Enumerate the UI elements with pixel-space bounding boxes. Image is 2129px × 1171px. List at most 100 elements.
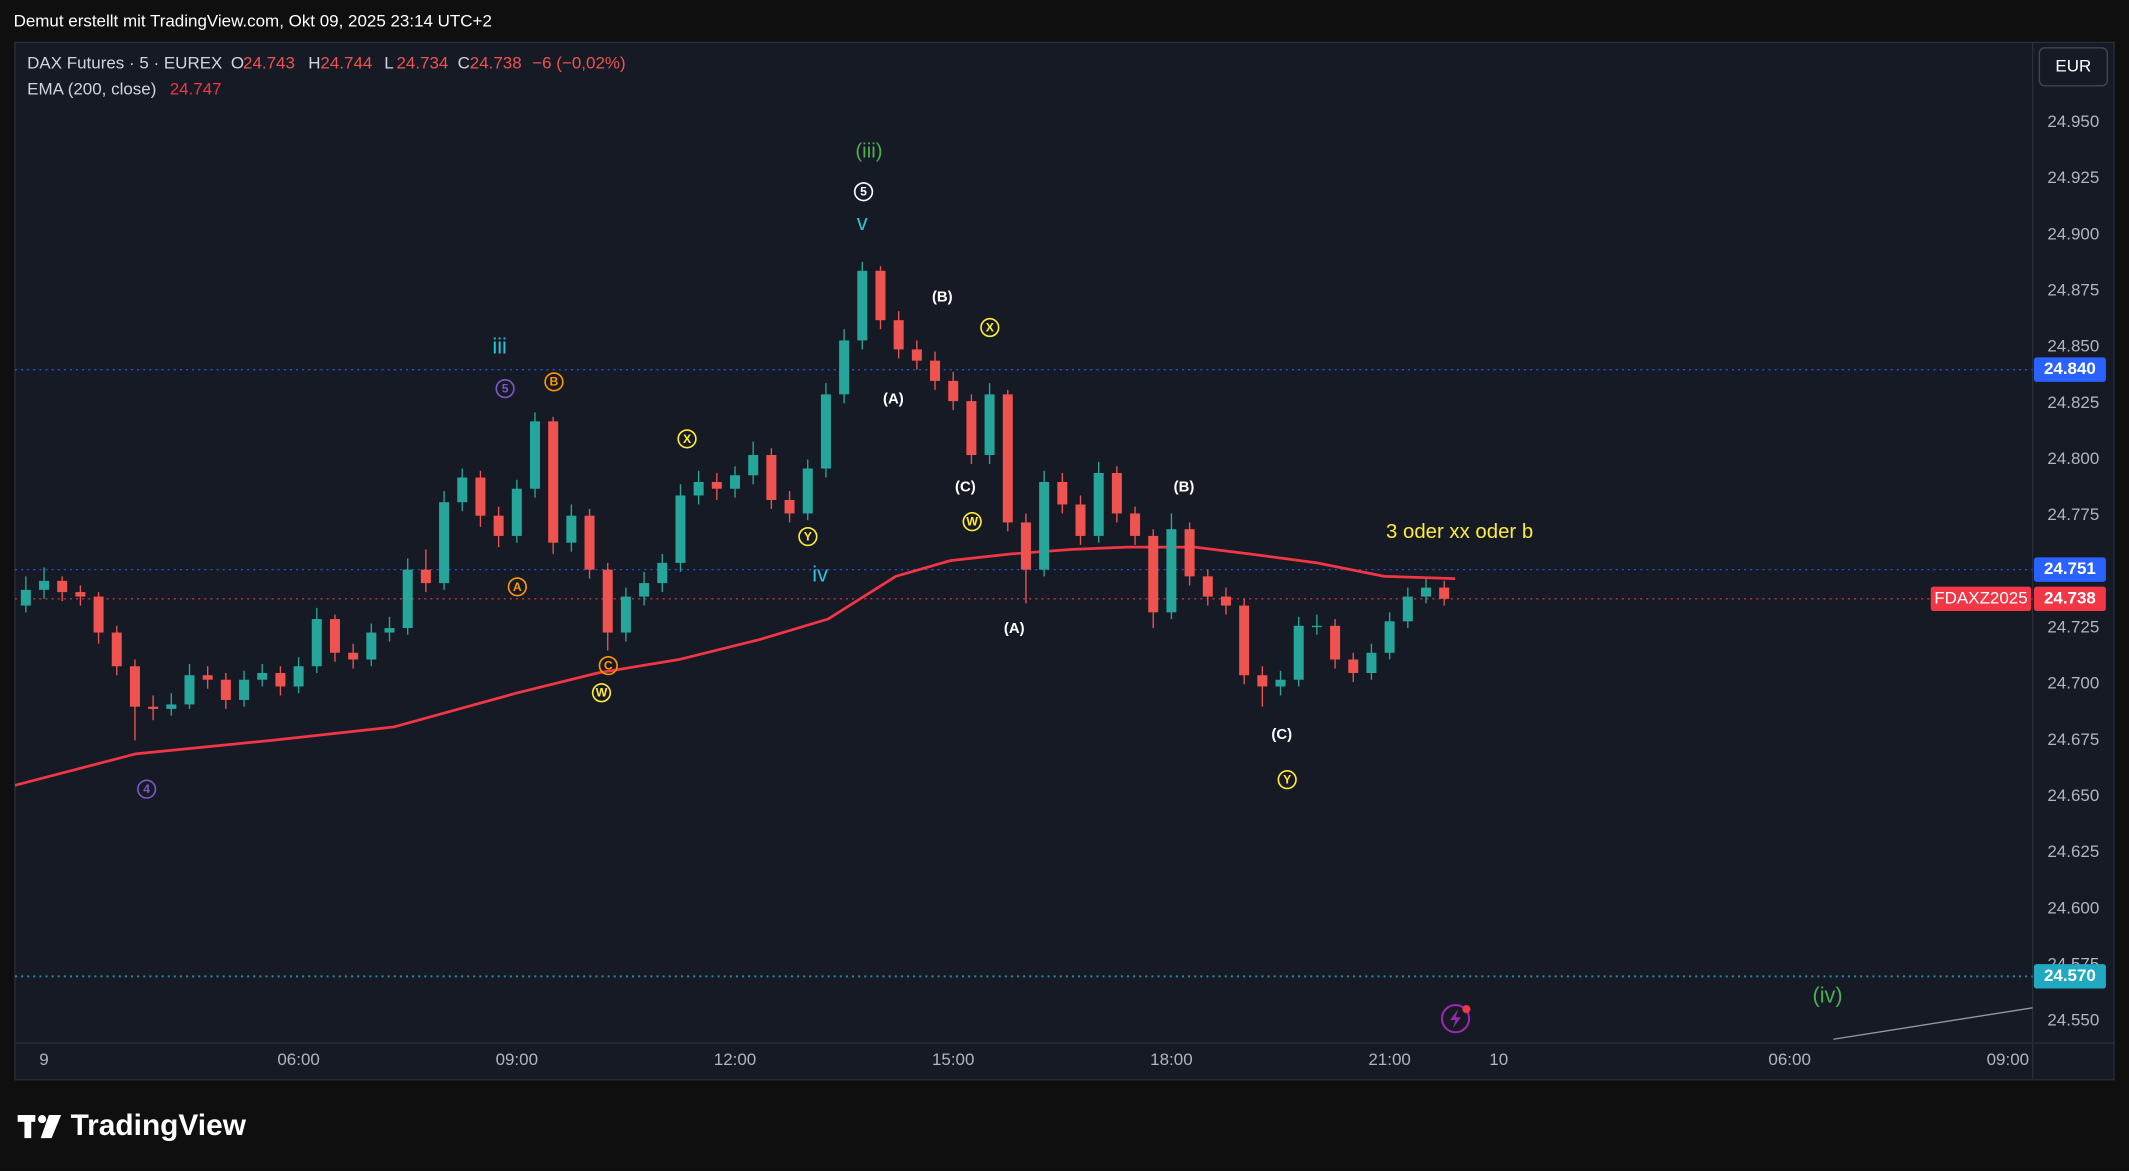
candle-body (1366, 652, 1377, 673)
candle-body (802, 468, 813, 514)
wave-circle (962, 512, 982, 532)
wave-label: X (986, 320, 995, 334)
candle-body (1275, 679, 1286, 687)
candle-body (402, 569, 413, 629)
candle-body (1184, 529, 1195, 577)
brand: TradingView (71, 1109, 247, 1142)
candle-body (748, 455, 759, 476)
wave-circle (1277, 770, 1297, 790)
candle-body (911, 349, 922, 361)
symbol-tag-label: FDAXZ2025 (1934, 588, 2027, 607)
wave-label: (A) (883, 390, 904, 407)
wave-circle (137, 779, 157, 799)
candle-body (948, 380, 959, 402)
wave-label: Y (1283, 773, 1291, 787)
y-tick-label: 24.875 (2047, 280, 2099, 299)
candle-body (1239, 605, 1250, 676)
y-tick-label: 24.650 (2047, 786, 2099, 805)
candle-body (784, 499, 795, 514)
wave-label: (C) (1271, 726, 1292, 743)
candle-body (275, 672, 286, 687)
candle-body (1130, 513, 1141, 536)
candle-body (893, 320, 904, 350)
y-tick-label: 24.850 (2047, 337, 2099, 356)
candle-body (329, 619, 340, 653)
wave-label: W (966, 515, 978, 529)
candle-body (148, 706, 159, 709)
candle-body (1020, 522, 1031, 570)
wave-circle (507, 577, 527, 597)
candle-body (1257, 675, 1268, 687)
ohlc-key: H (308, 54, 320, 73)
logo-part (40, 1115, 62, 1139)
candle-body (257, 672, 268, 680)
candle-body (1039, 481, 1050, 570)
candle-body (1293, 625, 1304, 680)
candle-body (129, 666, 140, 707)
y-tick-label: 24.700 (2047, 674, 2099, 693)
logo-part (38, 1115, 47, 1124)
wave-label: (C) (955, 479, 976, 496)
ohlc-value: 24.738 (470, 54, 522, 73)
candle-body (348, 652, 359, 660)
candle-body (675, 495, 686, 563)
candle-body (1311, 625, 1322, 628)
wave-label: Y (804, 530, 812, 544)
candle-body (111, 632, 122, 667)
candle-body (966, 401, 977, 456)
price-tag-label: 24.840 (2044, 359, 2096, 378)
wave-label: (iii) (855, 141, 882, 163)
alert-dot[interactable] (1462, 1005, 1471, 1014)
wave-label: v (857, 210, 868, 235)
alert-icon[interactable] (1440, 1004, 1471, 1034)
candle-body (1348, 659, 1359, 673)
candle-body (930, 360, 941, 381)
candle-body (1402, 596, 1413, 622)
x-tick-label: 15:00 (932, 1050, 974, 1069)
candle-body (820, 394, 831, 469)
candle-body (420, 569, 431, 584)
candle-body (1220, 596, 1231, 606)
wave-label: (B) (932, 289, 953, 306)
alert-bolt[interactable] (1450, 1009, 1461, 1029)
candle-body (184, 675, 195, 705)
candle-body (1057, 481, 1068, 505)
y-tick-label: 24.900 (2047, 224, 2099, 243)
candle-body (93, 596, 104, 633)
trend-line (1833, 1007, 2033, 1040)
y-tick-label: 24.550 (2047, 1011, 2099, 1030)
candle-body (384, 628, 395, 633)
wave-label: C (604, 659, 613, 673)
wave-label: 5 (860, 185, 867, 199)
wave-circle (598, 655, 618, 676)
candle-body (166, 704, 177, 709)
y-tick-label: 24.925 (2047, 168, 2099, 187)
alert-ring[interactable] (1440, 1004, 1471, 1034)
ohlc-key: C (458, 54, 470, 73)
candle-body (766, 455, 777, 500)
candle-body (693, 481, 704, 496)
candle-body (875, 270, 886, 321)
indicator-value: 24.747 (170, 79, 222, 98)
y-tick-label: 24.825 (2047, 393, 2099, 412)
ema-line (14, 545, 1456, 787)
candle-body (1002, 394, 1013, 523)
currency-button[interactable] (2038, 47, 2108, 87)
wave-label: 4 (143, 782, 150, 796)
candle-body (311, 619, 322, 667)
wave-circle (677, 429, 697, 449)
candle-body (20, 589, 31, 606)
candle-body (439, 502, 450, 584)
candle-body (75, 592, 86, 597)
currency[interactable]: EUR (2055, 56, 2091, 75)
candle-body (1202, 576, 1213, 597)
candle-body (239, 679, 250, 700)
candle-body (839, 340, 850, 395)
candle-body (1148, 535, 1159, 613)
candle-body (220, 679, 231, 700)
plot-area (14, 261, 2033, 1040)
candle-body (657, 562, 668, 584)
candle-body (529, 421, 540, 489)
